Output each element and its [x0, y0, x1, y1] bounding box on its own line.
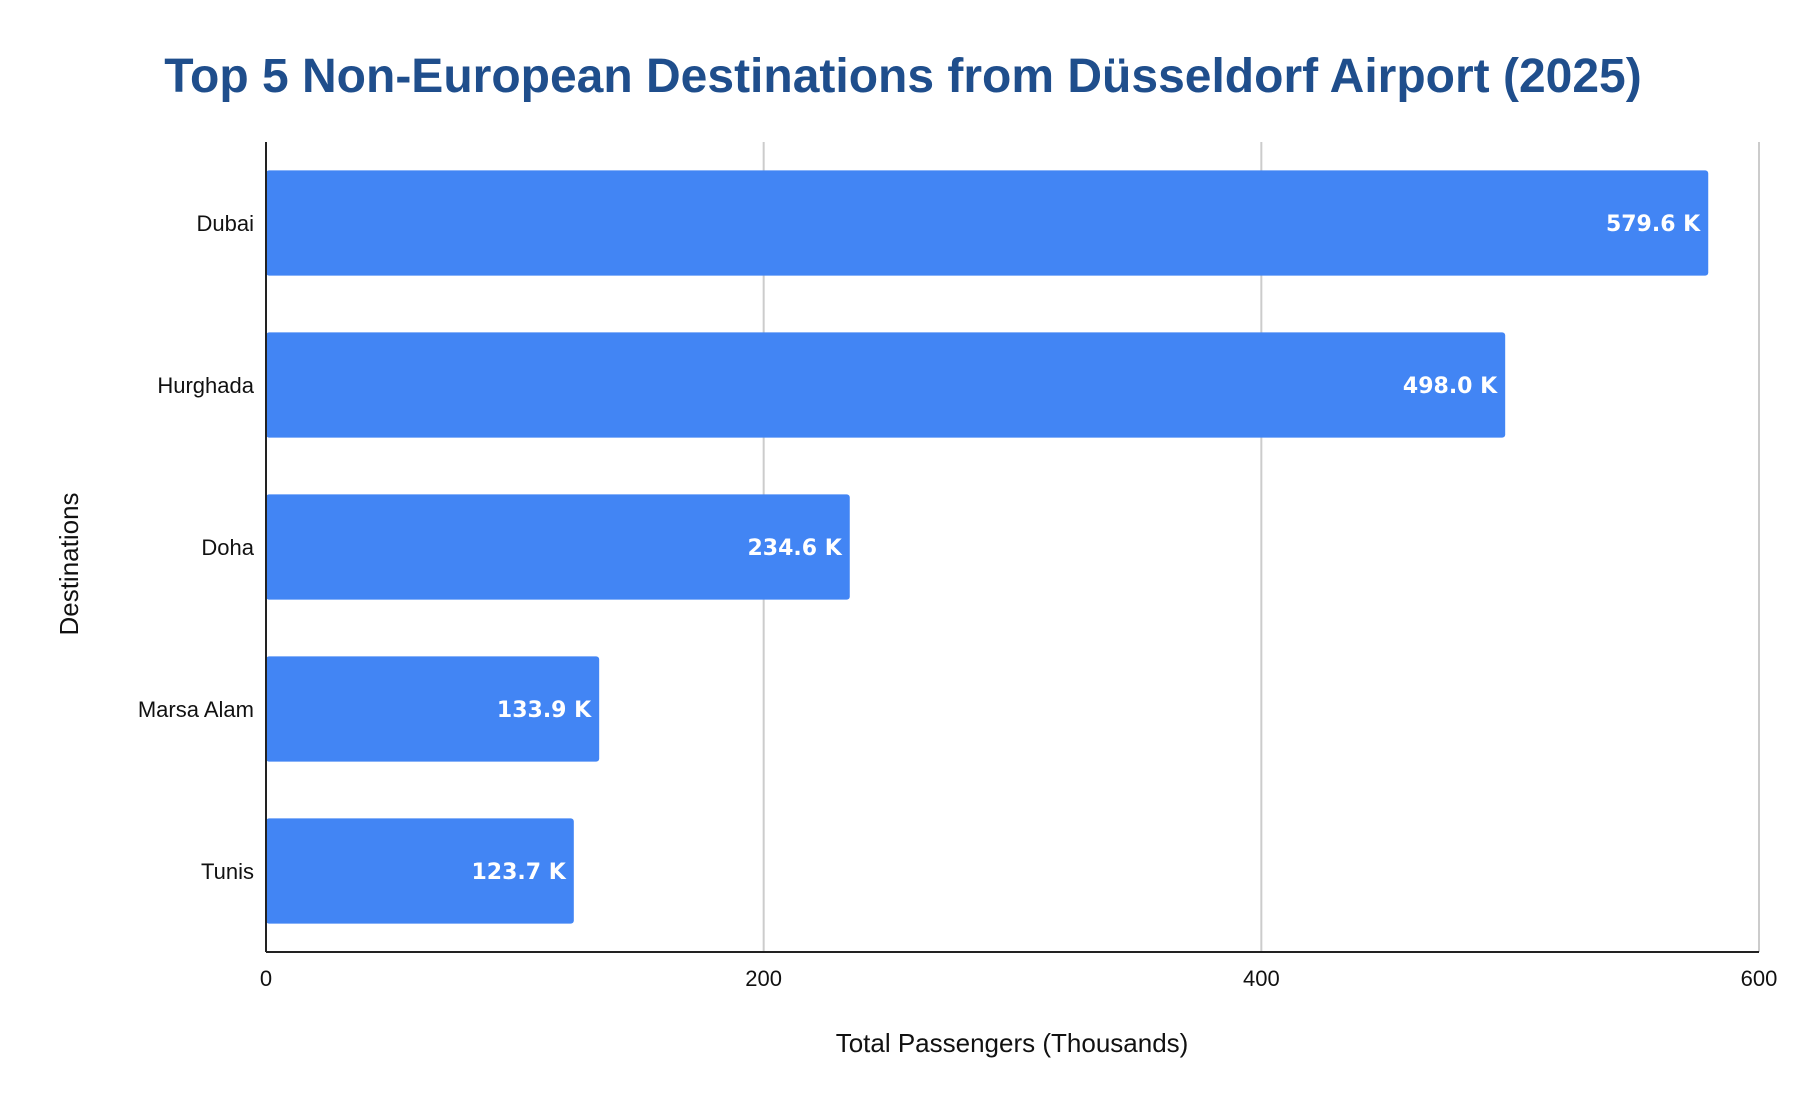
y-tick-label: Marsa Alam: [138, 697, 254, 722]
y-tick-label: Dubai: [197, 211, 254, 236]
data-label: 234.6 K: [747, 536, 842, 561]
bar-marsa-alam: [266, 656, 600, 762]
y-tick-label: Hurghada: [157, 373, 254, 398]
data-label: 579.6 K: [1606, 212, 1701, 237]
x-tick-labels-group: 0 200 400 600: [260, 966, 1777, 991]
bars-group: [266, 170, 1709, 924]
bar-tunis: [266, 818, 574, 924]
data-labels-group: 579.6 K 498.0 K 234.6 K 133.9 K 123.7 K: [472, 212, 1702, 885]
chart-title: Top 5 Non-European Destinations from Düs…: [164, 50, 1641, 103]
y-axis-label: Destinations: [54, 492, 84, 635]
data-label: 133.9 K: [497, 698, 592, 723]
bar-doha: [266, 494, 850, 600]
y-tick-labels-group: Dubai Hurghada Doha Marsa Alam Tunis: [138, 211, 255, 884]
x-axis-label: Total Passengers (Thousands): [836, 1028, 1189, 1058]
x-tick-label: 600: [1741, 966, 1778, 991]
x-tick-label: 400: [1243, 966, 1280, 991]
bar-dubai: [266, 170, 1709, 276]
y-tick-label: Doha: [201, 535, 254, 560]
y-tick-label: Tunis: [201, 859, 254, 884]
data-label: 498.0 K: [1403, 374, 1498, 399]
x-tick-label: 0: [260, 966, 272, 991]
x-tick-label: 200: [745, 966, 782, 991]
bar-hurghada: [266, 332, 1506, 438]
data-label: 123.7 K: [472, 860, 567, 885]
